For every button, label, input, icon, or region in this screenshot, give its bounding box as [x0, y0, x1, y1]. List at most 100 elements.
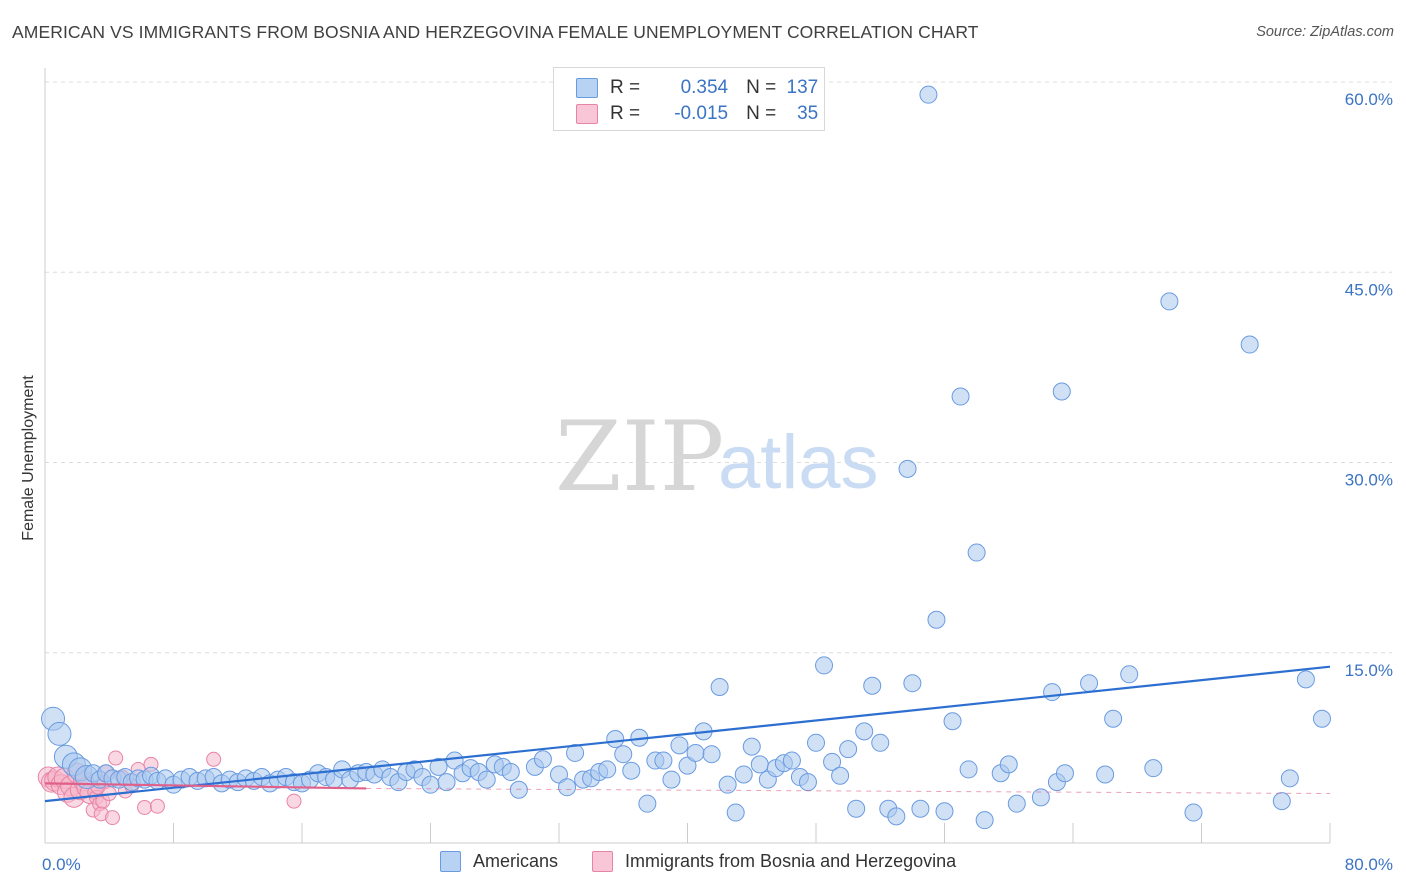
trend-lines: [44, 665, 1331, 803]
americans-point: [1280, 769, 1299, 788]
americans-point: [606, 729, 625, 748]
y-tick-label: 45.0%: [1345, 280, 1393, 299]
americans-point: [1120, 665, 1139, 684]
americans-point: [501, 762, 520, 781]
americans-point: [1296, 670, 1315, 689]
watermark: ZIP atlas: [555, 401, 879, 513]
bosnia-trend-extension: [366, 787, 1331, 795]
americans-point: [686, 743, 705, 762]
americans-point: [1240, 335, 1259, 354]
americans-point: [622, 761, 641, 780]
n-value: 137: [786, 77, 819, 98]
bosnia-point: [206, 751, 222, 767]
y-tick-label: 30.0%: [1345, 471, 1393, 490]
n-value: 35: [797, 103, 819, 124]
y-tick-label: 60.0%: [1345, 90, 1393, 109]
bosnia-swatch: [592, 851, 614, 872]
americans-point: [943, 712, 962, 731]
americans-point: [726, 803, 745, 822]
y-tick-label: 15.0%: [1345, 661, 1393, 680]
americans-point: [951, 387, 970, 406]
americans-point: [445, 751, 464, 770]
americans-point: [477, 770, 496, 789]
americans-point: [847, 799, 866, 818]
americans-point: [678, 756, 697, 775]
americans-point: [1104, 709, 1123, 728]
axes: [44, 68, 1331, 844]
blue-swatch: [576, 78, 598, 98]
americans-point: [1272, 792, 1291, 811]
americans-point: [718, 775, 737, 794]
r-label: R =: [610, 103, 641, 124]
americans-point: [1055, 764, 1074, 783]
chart-title: AMERICAN VS IMMIGRANTS FROM BOSNIA AND H…: [12, 22, 979, 42]
stats-row-americans: R = 0.354 N = 137: [576, 76, 818, 100]
bosnia-point: [286, 793, 302, 809]
americans-point: [558, 778, 577, 797]
americans-trend-line: [44, 665, 1331, 803]
americans-point: [815, 656, 834, 675]
americans-point: [999, 755, 1018, 774]
stats-legend: R = 0.354 N = 137 R = -0.015 N = 35: [553, 67, 825, 131]
americans-point: [1052, 382, 1071, 401]
americans-point: [670, 736, 689, 755]
americans-point: [710, 677, 729, 696]
americans-point: [47, 721, 72, 746]
americans-point: [823, 752, 842, 771]
americans-point: [1160, 292, 1179, 311]
americans-point: [967, 543, 986, 562]
americans-point: [742, 737, 761, 756]
americans-point: [750, 755, 769, 774]
bosnia-point: [149, 798, 165, 814]
americans-point: [919, 85, 938, 104]
americans-point: [1144, 759, 1163, 778]
r-value: 0.354: [680, 77, 729, 98]
americans-point: [702, 745, 721, 764]
americans-legend-label: Americans: [473, 851, 559, 871]
americans-point: [1031, 788, 1050, 807]
americans-point: [654, 751, 673, 770]
americans-point: [429, 757, 448, 776]
americans-point: [935, 802, 954, 821]
americans-point: [1007, 794, 1026, 813]
bosnia-point: [137, 799, 153, 815]
watermark-atlas: atlas: [718, 420, 879, 505]
bosnia-trend-line: [44, 782, 367, 790]
americans-point: [550, 765, 568, 784]
americans-point: [638, 794, 657, 813]
pink-swatch: [576, 104, 598, 124]
americans-point: [839, 740, 858, 759]
americans-point: [959, 760, 978, 779]
americans-point: [863, 676, 882, 695]
americans-point: [782, 751, 801, 770]
americans-point: [1312, 709, 1331, 728]
americans-point: [927, 610, 946, 629]
stats-row-bosnia: R = -0.015 N = 35: [576, 102, 818, 126]
americans-point: [898, 459, 917, 478]
grid-lines: [45, 81, 1392, 654]
americans-point: [855, 722, 874, 741]
tick-labels: 15.0% 30.0% 45.0% 60.0% 0.0% 80.0%: [42, 90, 1393, 874]
bosnia-legend-label: Immigrants from Bosnia and Herzegovina: [625, 851, 957, 871]
x-tick-label-max: 80.0%: [1345, 855, 1393, 874]
n-label: N =: [746, 77, 777, 98]
x-tick-label-min: 0.0%: [42, 855, 81, 874]
americans-point: [807, 733, 825, 752]
americans-point: [421, 775, 440, 794]
bosnia-point: [104, 810, 120, 826]
americans-point: [911, 799, 930, 818]
source-label: Source: ZipAtlas.com: [1256, 24, 1394, 40]
americans-point: [734, 765, 753, 784]
americans-point: [903, 674, 922, 693]
americans-point: [1096, 765, 1115, 784]
americans-point: [1043, 683, 1062, 702]
americans-point: [1184, 803, 1203, 822]
n-label: N =: [746, 103, 777, 124]
series-legend: Americans Immigrants from Bosnia and Her…: [440, 851, 956, 872]
americans-point: [871, 733, 890, 752]
watermark-zip: ZIP: [555, 401, 724, 513]
americans-point: [662, 770, 681, 789]
americans-points: [41, 85, 1331, 830]
americans-point: [566, 743, 585, 762]
